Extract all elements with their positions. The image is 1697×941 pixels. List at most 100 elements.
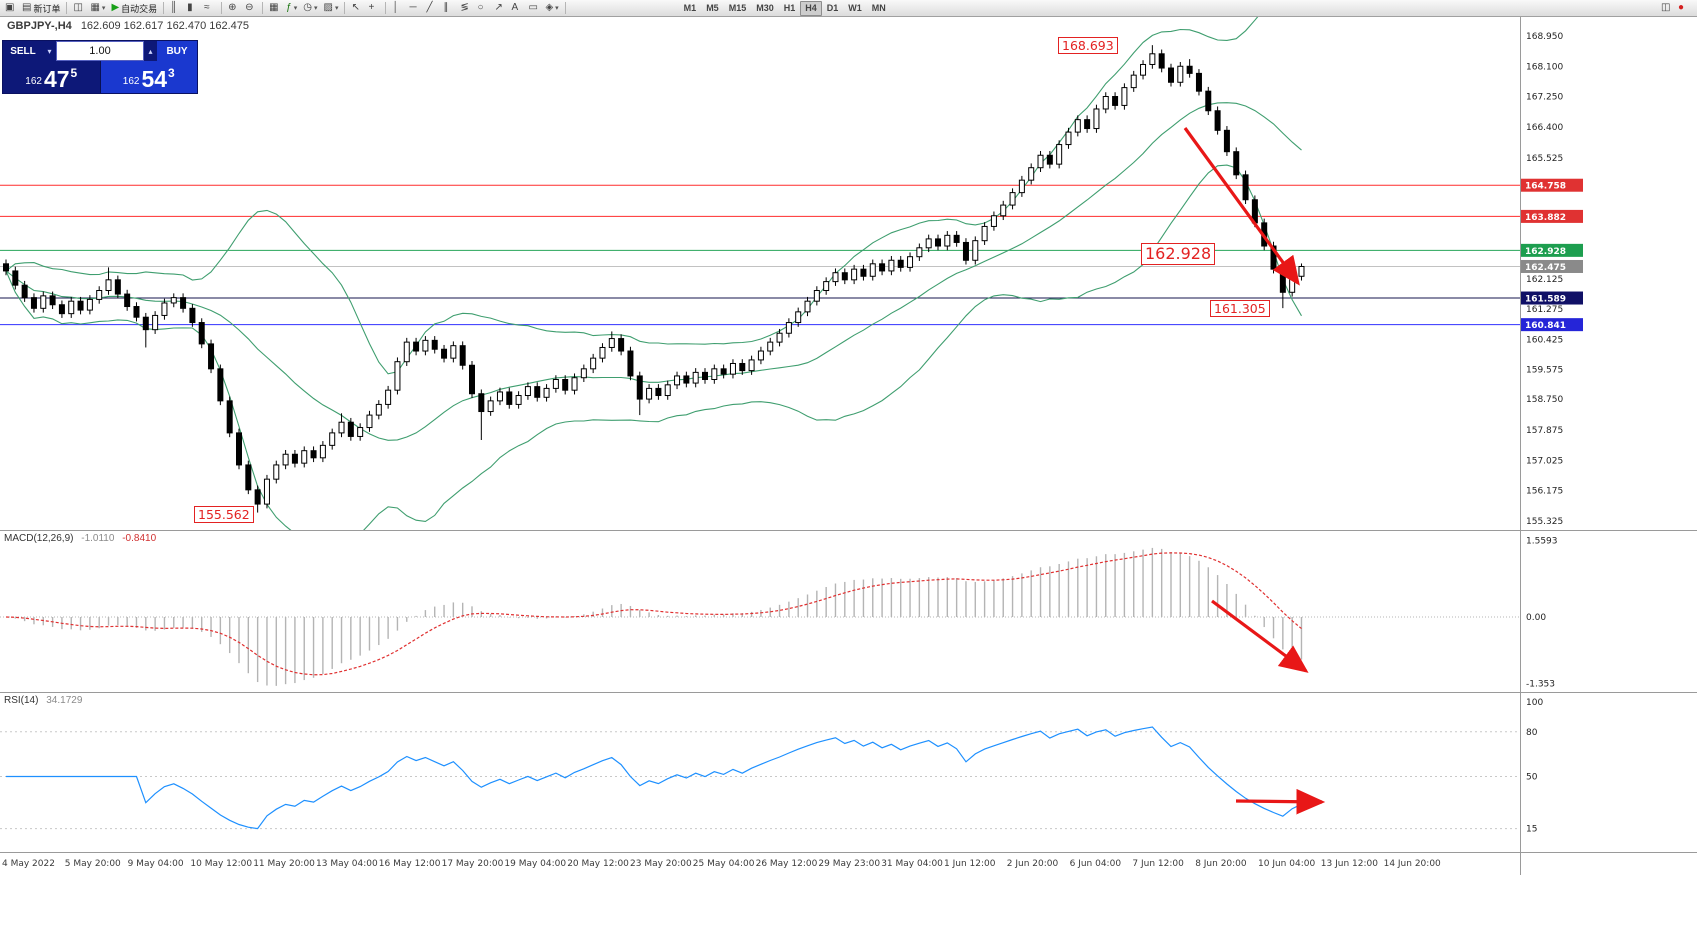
tile-windows-button[interactable]: ▦ [266,1,283,16]
bull-candle [944,234,951,247]
bar-chart-button[interactable]: ║ [167,1,184,16]
vertical-line-button[interactable]: │ [389,1,406,16]
rsi-name: RSI(14) [4,695,39,706]
charts-grid-button[interactable]: ◫ [70,1,87,16]
timeframe-button-h1[interactable]: H1 [779,1,801,16]
bull-candle [1121,87,1128,106]
bull-candle [394,361,401,391]
buy-button[interactable]: 162 54 3 [100,61,197,93]
sell-tab[interactable]: SELL [3,41,43,61]
bull-candle [832,272,839,283]
draw-color-button[interactable]: ◈ ▾ [542,1,561,16]
new-order-icon: ▤ [22,2,32,13]
time-axis-label: 31 May 04:00 [881,859,943,869]
cursor-button[interactable]: ↖ [348,1,365,16]
bull-candle [907,256,914,268]
macd-panel [0,547,1520,686]
bull-candle [161,302,168,316]
bull-candle [646,387,653,400]
volume-input[interactable] [56,41,144,61]
time-axis-label: 25 May 04:00 [693,859,755,869]
bear-candle [1195,72,1202,92]
shapes-button[interactable]: ○ [474,1,491,16]
bull-candle [608,338,615,348]
fibonacci-retracement-button[interactable]: ≶ [457,1,474,16]
bull-candle [68,300,75,315]
new-order-button[interactable]: ▤ 新订单 [19,1,63,16]
timeframe-button-w1[interactable]: W1 [843,1,867,16]
bull-candle [664,384,671,397]
templates-button[interactable]: ▨ ▾ [320,1,341,16]
macd-tick-label: 0.00 [1526,613,1546,623]
bear-candle [478,393,485,413]
price-tick-label: 162.125 [1526,275,1563,285]
bull-candle [580,368,587,379]
indicators-list-button[interactable]: ƒ ▾ [283,1,300,16]
macd-signal-value: -0.8410 [122,533,157,544]
timeframe-button-h4[interactable]: H4 [800,0,822,16]
bull-candle [1056,144,1063,165]
price-tick-label: 165.525 [1526,154,1563,164]
rsi-line [6,726,1302,830]
timeframe-button-m30[interactable]: M30 [751,1,779,16]
macd-name: MACD(12,26,9) [4,533,74,544]
new-chart-button[interactable]: ▣ [2,1,19,16]
bear-candle [133,306,140,318]
timeframe-button-m15[interactable]: M15 [724,1,752,16]
buy-tab[interactable]: BUY [157,41,197,61]
timeframe-button-d1[interactable]: D1 [822,1,844,16]
bear-candle [12,270,19,286]
profiles-button[interactable]: ▦ ▾ [87,1,108,16]
bull-candle [757,350,764,361]
timeframe-button-m5[interactable]: M5 [701,1,724,16]
timeframe-button-m1[interactable]: M1 [679,1,702,16]
bear-candle [702,371,708,381]
time-axis-label: 7 Jun 12:00 [1132,859,1184,869]
bear-candle [142,316,149,331]
sell-button[interactable]: 162 47 5 [3,61,100,93]
line-chart-button[interactable]: ≈ [201,1,218,16]
price-flag [1521,291,1583,305]
price-flag-label: 163.882 [1525,213,1566,223]
rsi-value: 34.1729 [46,695,83,706]
volume-decrease-button[interactable]: ▾ [43,41,56,61]
crosshair-button[interactable]: + [365,1,382,16]
bear-candle [879,263,886,272]
main-toolbar: ▣ ▤ 新订单 ◫ ▦ ▾ ▶ 自动交易 ║ ▮ ≈ ⊕ ⊖ ▦ ƒ ▾ ◷ ▾ ▨ ▾ ↖ + │ ─ ╱ ∥ ≶ ○ ↗ A ▭ ◈ ▾ M… [0,0,1697,17]
equidistant-channel-icon: ∥ [443,2,449,13]
zoom-out-button[interactable]: ⊖ [242,1,259,16]
horizontal-line-button[interactable]: ─ [406,1,423,16]
bull-candle [711,368,718,381]
bear-candle [935,238,941,247]
record-button[interactable]: ● [1675,1,1692,16]
bull-candle [105,279,112,292]
bull-candle [1130,74,1137,89]
bull-candle [785,322,792,334]
profiles-icon: ▦ [90,2,100,13]
arrows-tool-button[interactable]: ↗ [491,1,508,16]
bull-candle [599,346,606,359]
candlestick-chart-button[interactable]: ▮ [184,1,201,16]
bear-candle [618,338,625,352]
text-label-tool-button[interactable]: ▭ [525,1,542,16]
volume-increase-button[interactable]: ▴ [144,41,157,61]
autotrade-icon: ▶ [111,2,120,13]
bull-candle [524,386,531,397]
equidistant-channel-button[interactable]: ∥ [440,1,457,16]
bear-candle [49,295,56,306]
trendline-button[interactable]: ╱ [423,1,440,16]
autotrade-button[interactable]: ▶ 自动交易 [108,1,160,16]
bull-candle [1028,167,1035,181]
trendline-icon: ╱ [426,2,433,13]
zoom-in-button[interactable]: ⊕ [225,1,242,16]
buy-price-fraction: 3 [168,66,175,80]
timeframe-button-mn[interactable]: MN [867,1,891,16]
bull-candle [1177,65,1184,83]
bear-candle [1084,119,1091,130]
periods-button[interactable]: ◷ ▾ [300,1,320,16]
bull-candle [1102,96,1109,110]
dock-window-button[interactable]: ◫ [1658,1,1675,16]
time-axis-label: 17 May 20:00 [442,859,504,869]
text-tool-button[interactable]: A [508,1,525,16]
